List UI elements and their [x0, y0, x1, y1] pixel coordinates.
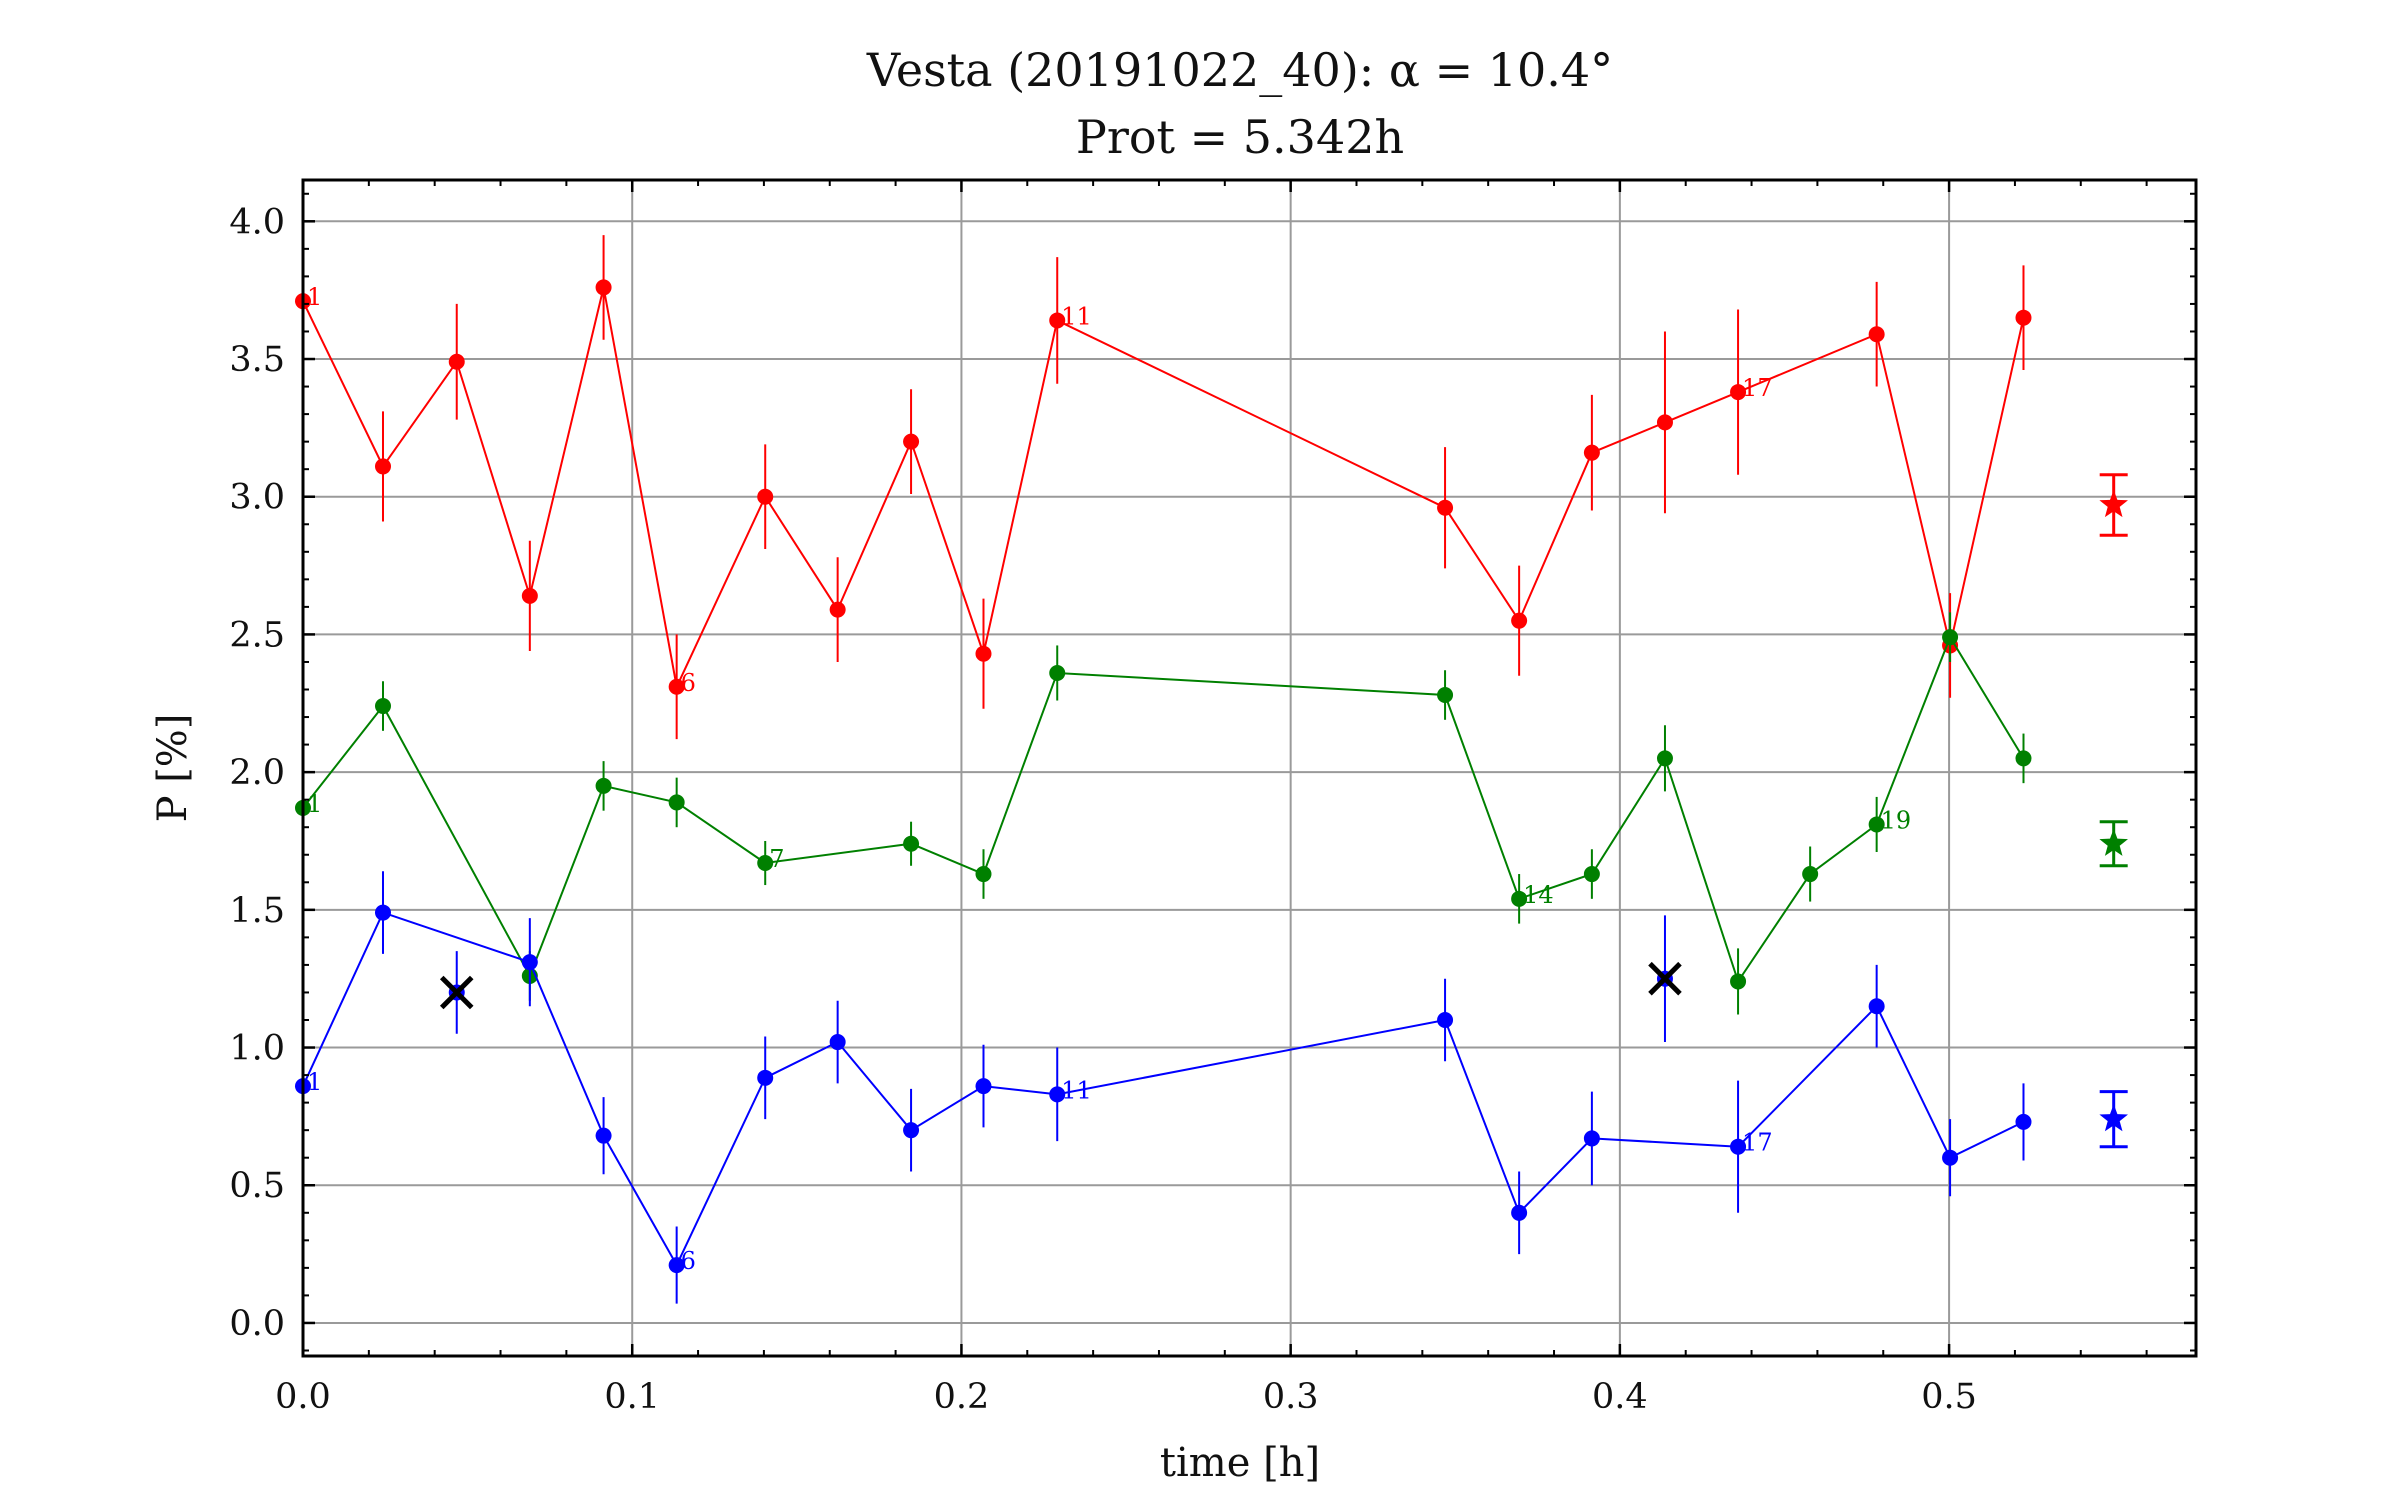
x-tick-label: 0.1 — [604, 1377, 660, 1417]
data-point — [1437, 1012, 1454, 1028]
data-point — [975, 1078, 992, 1095]
point-index-label: 11 — [1061, 1076, 1092, 1104]
y-tick-label: 4.0 — [229, 202, 285, 242]
data-point — [1583, 866, 1600, 883]
plot-frame — [301, 178, 2198, 1358]
point-index-label: 6 — [681, 669, 696, 697]
chart-title: Vesta (20191022_40): α = 10.4° — [866, 43, 1613, 97]
data-point — [1583, 1130, 1600, 1147]
data-point — [1730, 1138, 1747, 1155]
data-point — [521, 954, 538, 971]
data-point — [595, 279, 612, 296]
point-index-label: 19 — [1881, 806, 1912, 834]
mean-star-marker — [2099, 1104, 2128, 1132]
data-point — [448, 353, 465, 370]
data-point — [521, 587, 538, 604]
data-point — [1511, 890, 1528, 907]
series-2: 1 6 11 17 — [295, 871, 2128, 1304]
data-point — [829, 601, 846, 618]
data-point — [1868, 816, 1885, 833]
y-tick-label: 3.5 — [229, 340, 285, 380]
data-point — [2015, 1113, 2032, 1130]
y-axis-label: P [%] — [150, 714, 196, 823]
data-point — [1656, 414, 1673, 431]
grid-lines — [302, 180, 2196, 1356]
x-tick-label: 0.3 — [1263, 1377, 1319, 1417]
series-0: 1 6 11 17 — [295, 235, 2128, 740]
x-tick-label: 0.4 — [1592, 1377, 1648, 1417]
series-line — [302, 287, 2025, 691]
data-point — [2015, 750, 2032, 767]
data-point — [1511, 612, 1528, 629]
point-index-label: 1 — [307, 1068, 322, 1096]
data-point — [903, 433, 920, 450]
data-point — [668, 1257, 685, 1274]
axis-ticks — [301, 180, 2196, 1356]
mean-star-marker — [2099, 490, 2128, 518]
data-point — [757, 488, 774, 505]
data-point — [829, 1034, 846, 1051]
data-point — [757, 855, 774, 872]
point-index-label: 17 — [1742, 1129, 1773, 1157]
data-point — [1511, 1204, 1528, 1221]
x-tick-label: 0.0 — [275, 1377, 331, 1417]
series-line — [302, 911, 2024, 1268]
data-point — [2015, 309, 2032, 326]
y-tick-label: 1.0 — [229, 1029, 285, 1069]
chart-subtitle: Prot = 5.342h — [1076, 110, 1404, 164]
data-point — [374, 458, 391, 475]
y-tick-label: 0.0 — [229, 1304, 285, 1344]
y-tick-label: 0.5 — [229, 1166, 285, 1206]
data-point — [975, 866, 992, 883]
x-tick-label: 0.5 — [1921, 1377, 1977, 1417]
data-point — [1437, 687, 1454, 704]
data-point — [903, 835, 920, 852]
x-tick-label: 0.2 — [934, 1377, 990, 1417]
data-point — [1802, 866, 1819, 883]
data-point — [1942, 1149, 1959, 1166]
point-index-label: 6 — [681, 1247, 696, 1275]
data-point — [1049, 312, 1066, 329]
point-index-label: 7 — [769, 845, 784, 873]
data-point — [1656, 750, 1673, 767]
y-tick-label: 1.5 — [229, 891, 285, 931]
series-1: 1 7 14 19 — [295, 612, 2128, 1015]
y-tick-label: 3.0 — [229, 478, 285, 518]
point-index-label: 17 — [1742, 374, 1773, 402]
data-point — [903, 1122, 920, 1139]
data-point — [374, 904, 391, 921]
point-index-label: 1 — [307, 283, 322, 311]
tick-labels: 0.0 0.1 0.2 0.3 0.4 0.5 0.0 0.5 1.0 1.5 2.0 2.5 3.0 3… — [229, 202, 1977, 1417]
data-point — [1868, 326, 1885, 343]
x-axis-label: time [h] — [1160, 1440, 1320, 1486]
data-point — [668, 794, 685, 811]
y-tick-label: 2.0 — [229, 753, 285, 793]
data-point — [1730, 973, 1747, 990]
data-point — [1049, 1086, 1066, 1103]
point-index-label: 1 — [307, 790, 322, 818]
data-point — [668, 678, 685, 695]
mean-star-marker — [2099, 828, 2128, 856]
data-point — [757, 1069, 774, 1086]
data-point — [595, 777, 612, 794]
data-point — [1942, 629, 1959, 646]
data-point — [975, 645, 992, 662]
rejected-x-marker — [1648, 961, 1682, 996]
y-tick-label: 2.5 — [229, 615, 285, 655]
rejected-x-marker — [439, 975, 474, 1010]
data-point — [1049, 664, 1066, 681]
data-point — [1583, 444, 1600, 461]
series-line — [302, 634, 2025, 984]
data-point — [1437, 499, 1454, 516]
point-index-label: 14 — [1523, 881, 1554, 909]
point-index-label: 11 — [1061, 302, 1092, 330]
data-point — [1730, 384, 1747, 401]
data-point — [1868, 998, 1885, 1015]
data-point — [374, 698, 391, 715]
data-point — [595, 1127, 612, 1144]
